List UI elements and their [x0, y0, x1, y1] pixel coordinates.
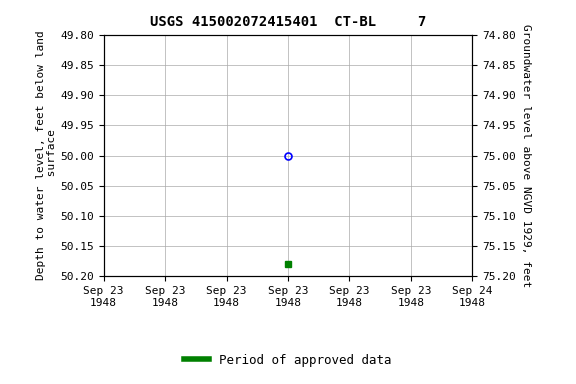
Y-axis label: Groundwater level above NGVD 1929, feet: Groundwater level above NGVD 1929, feet — [521, 24, 531, 287]
Legend: Period of approved data: Period of approved data — [179, 349, 397, 372]
Title: USGS 415002072415401  CT-BL     7: USGS 415002072415401 CT-BL 7 — [150, 15, 426, 29]
Y-axis label: Depth to water level, feet below land
 surface: Depth to water level, feet below land su… — [36, 31, 58, 280]
